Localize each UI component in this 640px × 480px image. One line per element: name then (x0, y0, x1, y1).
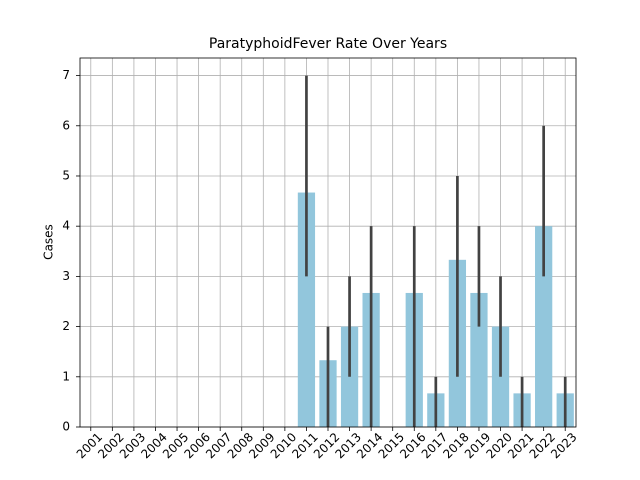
bar (535, 226, 553, 427)
y-tick-label: 2 (62, 319, 70, 333)
chart-title: ParatyphoidFever Rate Over Years (209, 36, 447, 52)
y-tick-label: 0 (62, 420, 70, 434)
y-tick-label: 5 (62, 168, 70, 182)
y-axis-label: Cases (42, 224, 56, 260)
y-tick-label: 3 (62, 269, 70, 283)
y-tick-label: 4 (62, 219, 70, 233)
y-tick-label: 6 (62, 118, 70, 132)
bar (297, 192, 316, 427)
y-tick-label: 1 (62, 369, 70, 383)
bar (470, 292, 488, 427)
marks (297, 75, 574, 427)
x-axis-label: Year (314, 479, 340, 480)
y-tick-label: 7 (62, 68, 70, 82)
